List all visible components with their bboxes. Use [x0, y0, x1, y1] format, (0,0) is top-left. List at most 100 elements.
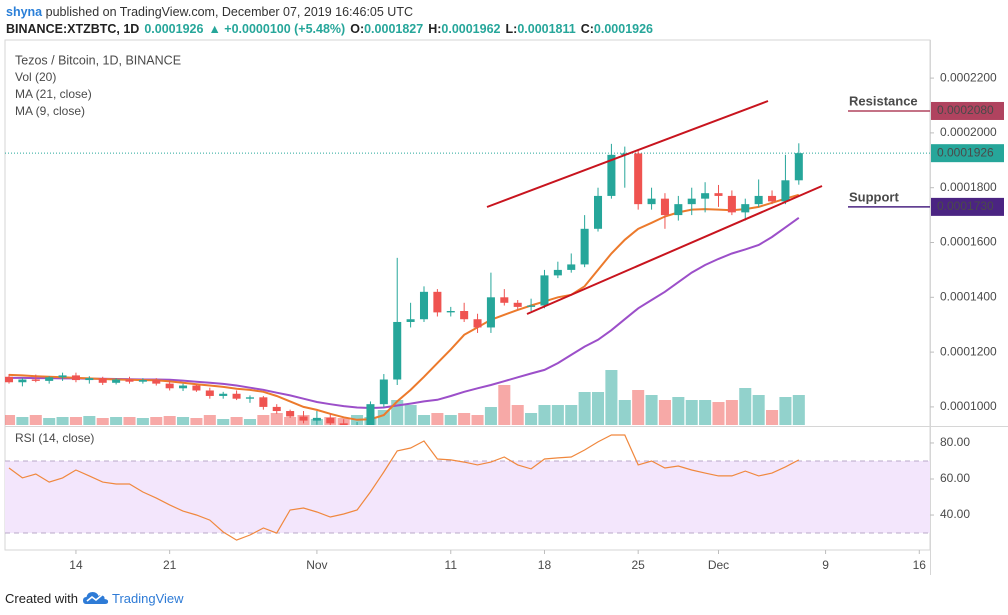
author[interactable]: shyna: [6, 5, 43, 19]
volume-bar: [377, 410, 390, 425]
ohlc: O:0.0001827 H:0.0001962 L:0.0001811 C:0.000…: [345, 22, 653, 36]
candle-body: [152, 380, 161, 384]
candle-body: [165, 383, 174, 389]
x-tick-label: Nov: [306, 558, 327, 572]
publish-line: shyna published on TradingView.com, Dece…: [6, 5, 413, 19]
trendline-upper: [486, 100, 769, 208]
candle-body: [259, 397, 268, 407]
volume-bar: [404, 405, 417, 425]
candle-body: [45, 377, 54, 381]
candle-body: [366, 404, 375, 425]
volume-bar: [752, 395, 765, 425]
volume-bar: [431, 413, 444, 425]
volume-bar: [591, 392, 605, 425]
rsi-line: [8, 434, 800, 541]
volume-bar: [658, 400, 671, 425]
x-tick-label: 14: [69, 558, 83, 572]
last-price-tag: [931, 144, 1004, 163]
volume-bar: [391, 400, 404, 425]
price-change: ▲ +0.0000100 (+5.48%): [208, 22, 346, 36]
candle-body: [754, 195, 763, 205]
x-tick-label: 18: [538, 558, 552, 572]
y-tick-label: 60.00: [940, 471, 970, 485]
y-tick-label: 0.0001600: [940, 235, 997, 249]
candle-body: [379, 379, 388, 405]
x-tick-label: 9: [822, 558, 829, 572]
price-pane: [5, 143, 930, 425]
volume-bar: [177, 417, 190, 425]
volume-bar: [16, 417, 29, 425]
brand[interactable]: TradingView: [111, 590, 184, 606]
volume-bar: [779, 397, 792, 425]
candle-body: [527, 305, 536, 307]
volume-bar: [29, 415, 42, 425]
volume-bar: [230, 417, 243, 425]
candle-body: [406, 319, 415, 322]
volume-bar: [96, 418, 109, 425]
candle-body: [674, 204, 683, 216]
volume-bar: [551, 405, 564, 425]
volume-bar: [284, 417, 297, 425]
tv-logo: [82, 592, 109, 604]
publish-info: published on TradingView.com, December 0…: [45, 5, 413, 19]
last-price: 0.0001926: [144, 22, 204, 36]
volume-bar: [685, 400, 698, 425]
ohlc-value: 0.0001926: [593, 22, 654, 36]
ohlc-value: 0.0001811: [517, 22, 576, 36]
volume-bar: [110, 417, 123, 425]
ohlc-key: H:: [428, 22, 442, 36]
y-tick-label: 40.00: [940, 507, 970, 521]
symbol: BINANCE:XTZBTC, 1D: [6, 22, 140, 36]
ohlc-key: C:: [580, 22, 594, 36]
candle-body: [634, 153, 643, 205]
candle-body: [393, 321, 402, 380]
candle-body: [326, 417, 335, 424]
candle-body: [58, 375, 67, 378]
level-name: Support: [849, 189, 899, 204]
candle-body: [687, 198, 696, 205]
legend-entry: MA (21, close): [15, 87, 92, 101]
candle-body: [701, 193, 710, 199]
y-tick-label: 0.0001800: [940, 180, 997, 194]
candle-body: [567, 264, 576, 270]
candle-body: [727, 195, 736, 213]
ohlc-value: 0.0001827: [364, 22, 424, 36]
candle-body: [179, 385, 188, 389]
y-tick-label: 0.0001400: [940, 289, 997, 303]
candle-body: [781, 180, 790, 202]
candle-body: [540, 275, 549, 306]
volume-bar: [712, 402, 725, 425]
volume-bar: [672, 397, 685, 425]
candle-body: [71, 375, 80, 381]
candle-body: [580, 228, 589, 265]
candle-body: [5, 376, 14, 383]
x-tick-label: 16: [913, 558, 927, 572]
rsi-pane: [5, 434, 930, 541]
x-tick-label: 21: [163, 558, 177, 572]
volume-bar: [43, 418, 56, 425]
volume-bar: [766, 410, 779, 425]
ohlc-key: L:: [505, 22, 518, 36]
volume-bar: [217, 419, 230, 425]
candle-body: [741, 204, 750, 213]
level-name: Resistance: [849, 93, 918, 108]
volume-bar: [498, 385, 511, 425]
candle-body: [286, 411, 295, 417]
level-tag: [931, 101, 1004, 120]
last-price-label: 0.0001926: [937, 145, 994, 159]
x-tick-label: Dec: [708, 558, 729, 572]
candle-body: [594, 195, 603, 229]
footer: Created with TradingView: [5, 590, 184, 606]
candle-body: [138, 380, 147, 382]
volume-bar: [578, 392, 591, 425]
volume-bar: [5, 415, 16, 425]
candle-body: [245, 397, 254, 399]
volume-bar: [190, 418, 203, 425]
candle-body: [607, 154, 616, 196]
volume-bar: [632, 390, 645, 425]
rsi-band: [5, 460, 930, 534]
volume-bar: [471, 415, 484, 425]
candle-body: [446, 311, 455, 313]
volume-bar: [417, 415, 431, 425]
